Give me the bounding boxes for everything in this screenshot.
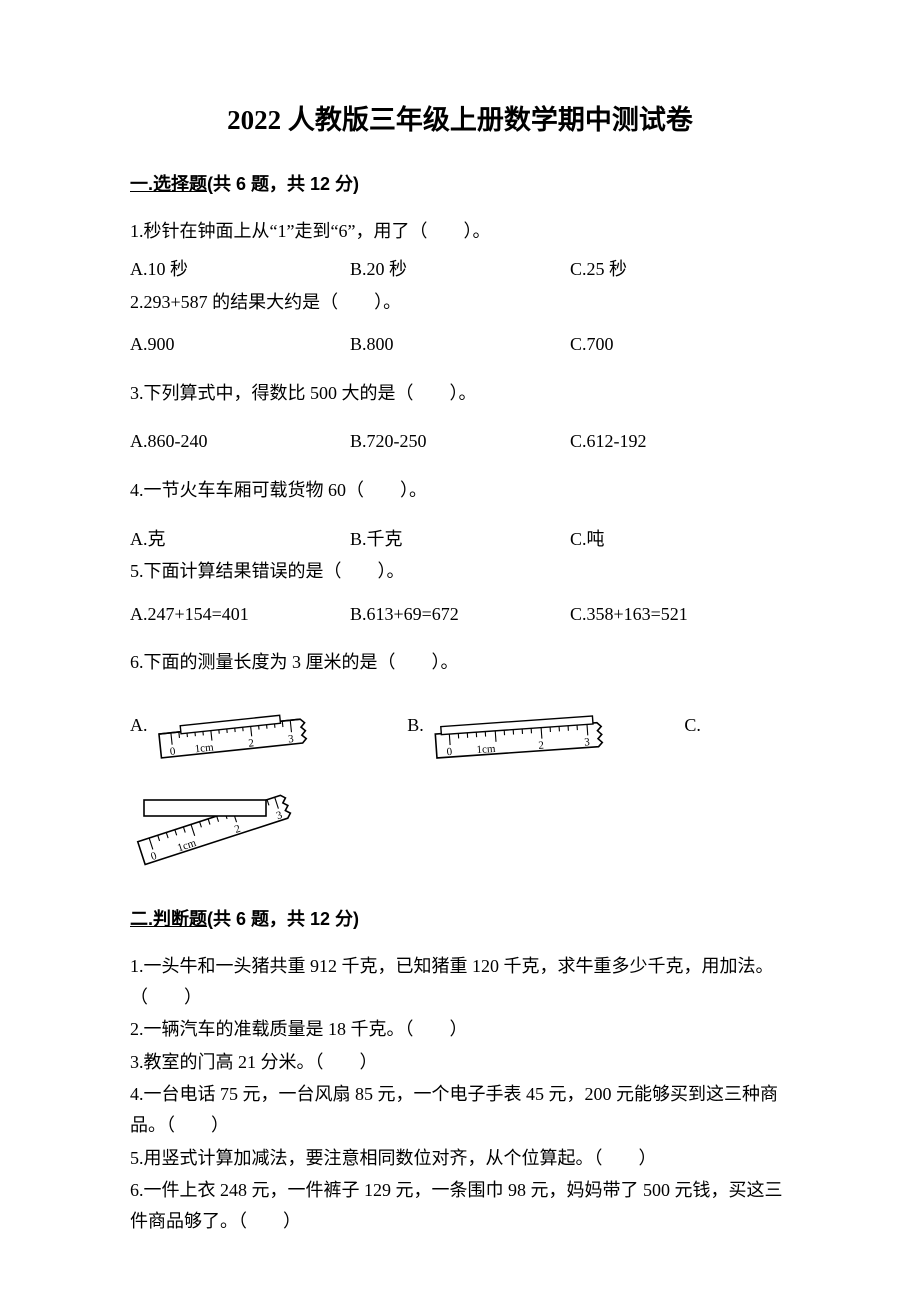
section-2-suffix: (共 6 题，共 12 分) (207, 909, 359, 929)
s1-q5-options: A.247+154=401 B.613+69=672 C.358+163=521 (130, 599, 790, 630)
s2-q5: 5.用竖式计算加减法，要注意相同数位对齐，从个位算起。（ ） (130, 1143, 790, 1174)
s1-q1-opt-a: A.10 秒 (130, 254, 350, 285)
s2-q3: 3.教室的门高 21 分米。（ ） (130, 1047, 790, 1078)
s1-q6-opt-c-label: C. (684, 712, 701, 739)
s1-q6-text: 6.下面的测量长度为 3 厘米的是（ ）。 (130, 647, 790, 678)
ruler-c-icon: 0 1cm 2 3 (130, 790, 790, 882)
s2-q6: 6.一件上衣 248 元，一件裤子 129 元，一条围巾 98 元，妈妈带了 5… (130, 1175, 790, 1236)
s1-q5-text: 5.下面计算结果错误的是（ ）。 (130, 556, 790, 587)
s1-q6-opt-a-label: A. (130, 712, 148, 739)
s1-q2-opt-b: B.800 (350, 329, 570, 360)
s1-q3-text: 3.下列算式中，得数比 500 大的是（ ）。 (130, 378, 790, 409)
svg-text:2: 2 (538, 740, 544, 752)
svg-text:1cm: 1cm (476, 743, 496, 756)
s1-q4-options: A.克 B.千克 C.吨 (130, 524, 790, 555)
section-2-header: 二.判断题(共 6 题，共 12 分) (130, 906, 790, 933)
s1-q1-opt-b: B.20 秒 (350, 254, 570, 285)
s1-q1-text: 1.秒针在钟面上从“1”走到“6”，用了（ ）。 (130, 216, 790, 247)
s1-q4-opt-a: A.克 (130, 524, 350, 555)
s1-q4-text: 4.一节火车车厢可载货物 60（ ）。 (130, 475, 790, 506)
ruler-b-icon: 0 1cm 2 3 (430, 712, 615, 770)
s2-q2: 2.一辆汽车的准载质量是 18 千克。（ ） (130, 1014, 790, 1045)
s1-q4-opt-b: B.千克 (350, 524, 570, 555)
section-2-prefix: 二. (130, 909, 153, 929)
s1-q3-opt-c: C.612-192 (570, 426, 790, 457)
page-title: 2022 人教版三年级上册数学期中测试卷 (130, 100, 790, 141)
s2-q4: 4.一台电话 75 元，一台风扇 85 元，一个电子手表 45 元，200 元能… (130, 1079, 790, 1140)
ruler-a-icon: 0 1cm 2 3 (154, 712, 319, 768)
section-1-suffix: (共 6 题，共 12 分) (207, 174, 359, 194)
s1-q3-opt-b: B.720-250 (350, 426, 570, 457)
s1-q2-text: 2.293+587 的结果大约是（ ）。 (130, 287, 790, 318)
section-1-prefix: 一. (130, 174, 153, 194)
s1-q3-options: A.860-240 B.720-250 C.612-192 (130, 426, 790, 457)
s1-q6-opt-b-label: B. (407, 712, 424, 739)
s1-q1-options: A.10 秒 B.20 秒 C.25 秒 (130, 254, 790, 285)
s1-q4-opt-c: C.吨 (570, 524, 790, 555)
section-1-header: 一.选择题(共 6 题，共 12 分) (130, 171, 790, 198)
s2-q1: 1.一头牛和一头猪共重 912 千克，已知猪重 120 千克，求牛重多少千克，用… (130, 951, 790, 1012)
section-2-label: 判断题 (153, 909, 207, 929)
s1-q5-opt-a: A.247+154=401 (130, 599, 350, 630)
s1-q3-opt-a: A.860-240 (130, 426, 350, 457)
s1-q2-options: A.900 B.800 C.700 (130, 329, 790, 360)
s1-q6-options-row: A. 0 1cm 2 (130, 712, 790, 770)
svg-text:1cm: 1cm (194, 741, 215, 755)
s1-q2-opt-c: C.700 (570, 329, 790, 360)
s1-q1-opt-c: C.25 秒 (570, 254, 790, 285)
section-1-label: 选择题 (153, 174, 207, 194)
s1-q2-opt-a: A.900 (130, 329, 350, 360)
s1-q5-opt-b: B.613+69=672 (350, 599, 570, 630)
s1-q5-opt-c: C.358+163=521 (570, 599, 790, 630)
